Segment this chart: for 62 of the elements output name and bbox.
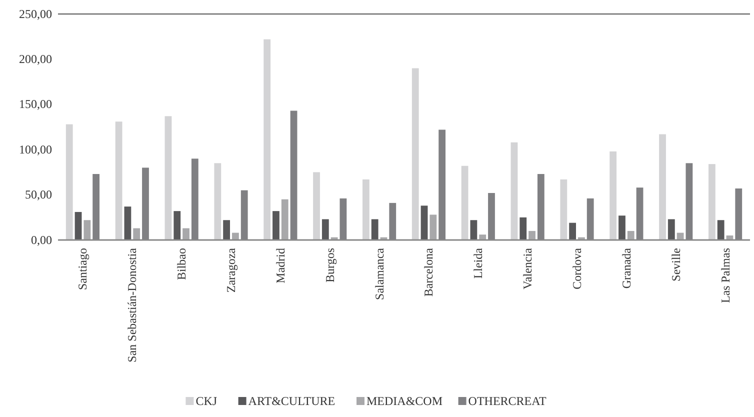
x-tick-label: Seville — [668, 248, 683, 282]
x-tick-label: Lleida — [471, 247, 486, 279]
bar — [264, 39, 271, 240]
bar — [223, 220, 230, 240]
bar — [479, 234, 486, 240]
bar — [164, 116, 172, 240]
bar — [618, 216, 626, 240]
bar — [322, 219, 329, 240]
x-tick-label: Madrid — [273, 248, 288, 284]
x-tick-label: Valencia — [520, 247, 535, 290]
bar — [281, 199, 288, 240]
y-tick-label: 0,00 — [31, 232, 52, 247]
bar — [420, 206, 428, 240]
x-tick-label: San Sebastián-Donostia — [125, 247, 140, 362]
bar — [362, 179, 370, 240]
bar — [569, 222, 576, 240]
bar — [133, 228, 140, 240]
bar — [627, 230, 634, 240]
x-tick-label: Cordova — [570, 247, 584, 290]
bar — [560, 179, 568, 240]
legend-label: OTHERCREAT — [468, 394, 547, 408]
bar — [232, 232, 239, 240]
bar — [520, 217, 527, 240]
bar — [412, 68, 419, 240]
bar — [676, 232, 684, 240]
bar — [461, 166, 468, 240]
x-tick-label: Bilbao — [174, 248, 189, 280]
bar — [84, 220, 91, 240]
bar — [74, 212, 82, 240]
x-tick-label: Barcelona — [422, 247, 436, 297]
bar — [182, 228, 190, 240]
y-tick-label: 250,00 — [19, 6, 52, 21]
bar — [470, 220, 478, 240]
bar — [115, 122, 122, 240]
x-tick-label: Salamanca — [372, 247, 386, 300]
bar — [272, 211, 280, 240]
legend-label: ART&CULTURE — [248, 394, 336, 408]
bar — [66, 124, 73, 240]
bar — [214, 163, 222, 240]
bar — [510, 142, 518, 240]
x-tick-label: Granada — [619, 247, 634, 289]
x-tick-label: Burgos — [322, 248, 337, 282]
bar — [528, 230, 536, 240]
y-tick-label: 150,00 — [19, 97, 52, 112]
y-tick-label: 50,00 — [25, 188, 52, 202]
legend-label: CKJ — [196, 394, 218, 408]
bar — [659, 134, 666, 240]
bar — [430, 214, 437, 240]
y-tick-label: 200,00 — [19, 52, 52, 66]
x-tick-label: Santiago — [76, 248, 90, 290]
y-tick-label: 100,00 — [19, 142, 52, 156]
bar — [124, 206, 132, 240]
bar — [708, 164, 716, 240]
x-tick-label: Zaragoza — [224, 247, 238, 293]
legend-label: MEDIA&COM — [366, 394, 443, 408]
bar — [313, 172, 320, 240]
bar — [371, 219, 378, 240]
bar — [610, 151, 617, 240]
bar — [174, 211, 181, 240]
bar — [668, 219, 675, 240]
bar — [717, 220, 724, 240]
x-tick-label: Las Palmas — [718, 248, 732, 303]
